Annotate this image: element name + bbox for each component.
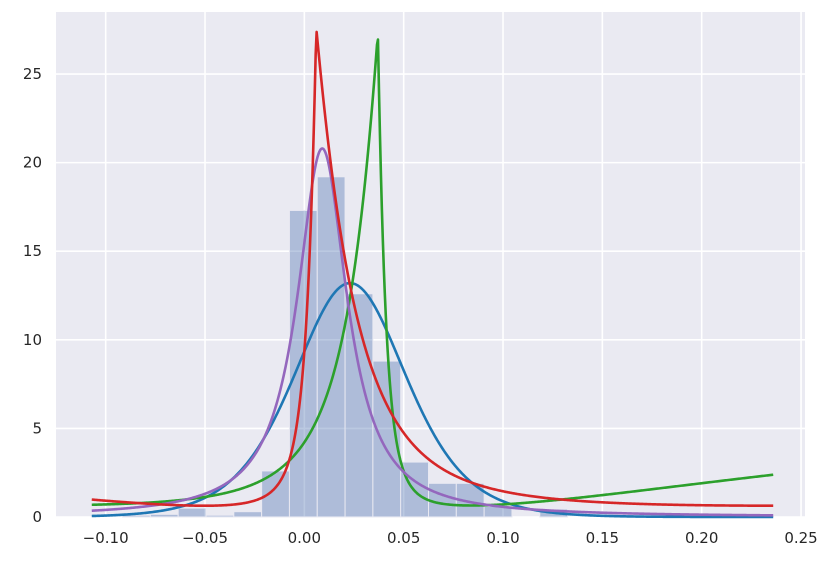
histogram-bar: [149, 513, 179, 518]
density-curve-2: [91, 38, 774, 507]
x-tick-label: 0.15: [586, 529, 619, 547]
density-curve-3: [91, 147, 774, 517]
grid: [56, 12, 805, 518]
x-tick-label: 0.20: [685, 529, 718, 547]
plot-area: [56, 12, 805, 517]
y-tick-label: 5: [32, 419, 42, 437]
x-tick-label: 0.10: [486, 529, 519, 547]
x-tick-label: 0.25: [784, 529, 817, 547]
y-tick-label: 25: [23, 65, 42, 83]
histogram-bar: [428, 482, 457, 518]
x-tick-label: 0.00: [288, 529, 321, 547]
y-tick-label: 0: [32, 508, 42, 526]
density-curves: [91, 30, 774, 519]
histogram-bar: [177, 507, 207, 518]
histogram-bar: [205, 514, 235, 518]
x-tick-label: −0.05: [182, 529, 228, 547]
x-tick-labels: −0.10 −0.05 0.00 0.05 0.10 0.15 0.20 0.25: [83, 529, 818, 547]
histogram-bar: [233, 511, 263, 518]
y-tick-labels: 0 5 10 15 20 25: [23, 65, 42, 526]
x-tick-label: 0.05: [387, 529, 420, 547]
y-tick-label: 15: [23, 242, 42, 260]
y-tick-label: 10: [23, 331, 42, 349]
y-tick-label: 20: [23, 154, 42, 172]
density-curve-4: [91, 30, 774, 508]
x-tick-label: −0.10: [83, 529, 129, 547]
